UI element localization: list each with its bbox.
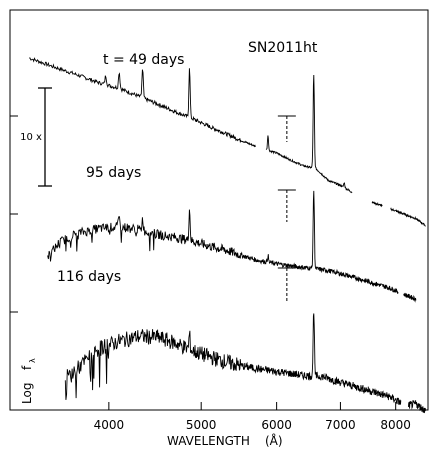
- x-axis-unit: (Å): [265, 433, 283, 448]
- series-label-49-days: t = 49 days: [103, 52, 184, 68]
- x-axis-ticks: 4000 5000 6000 7000 8000: [94, 402, 411, 432]
- spectra: [29, 57, 426, 414]
- x-axis-label: WAVELENGTH: [167, 434, 250, 448]
- y-axis-label-f: f: [20, 365, 34, 370]
- y-axis-label: Log f λ: [20, 358, 37, 404]
- chart-title: SN2011ht: [248, 40, 318, 56]
- series-label-116-days: 116 days: [57, 269, 121, 285]
- series-label-95-days: 95 days: [86, 165, 141, 181]
- x-tick-label: 7000: [325, 418, 356, 432]
- x-tick-label: 5000: [186, 418, 217, 432]
- spectrum-line-2: [47, 190, 417, 303]
- spectrum-line-1: [29, 57, 426, 227]
- scale-bar-label: 10 x: [20, 132, 42, 143]
- x-tick-label: 6000: [261, 418, 292, 432]
- spectrum-line-3: [64, 313, 426, 414]
- left-axis-ticks: [10, 115, 18, 313]
- y-axis-label-lambda: λ: [28, 358, 37, 363]
- scale-bar: 10 x: [20, 87, 52, 187]
- x-tick-label: 4000: [94, 418, 125, 432]
- x-tick-label: 8000: [380, 418, 411, 432]
- plot-frame: [9, 9, 429, 411]
- y-axis-label-log: Log: [20, 383, 34, 404]
- line-markers: [277, 115, 296, 302]
